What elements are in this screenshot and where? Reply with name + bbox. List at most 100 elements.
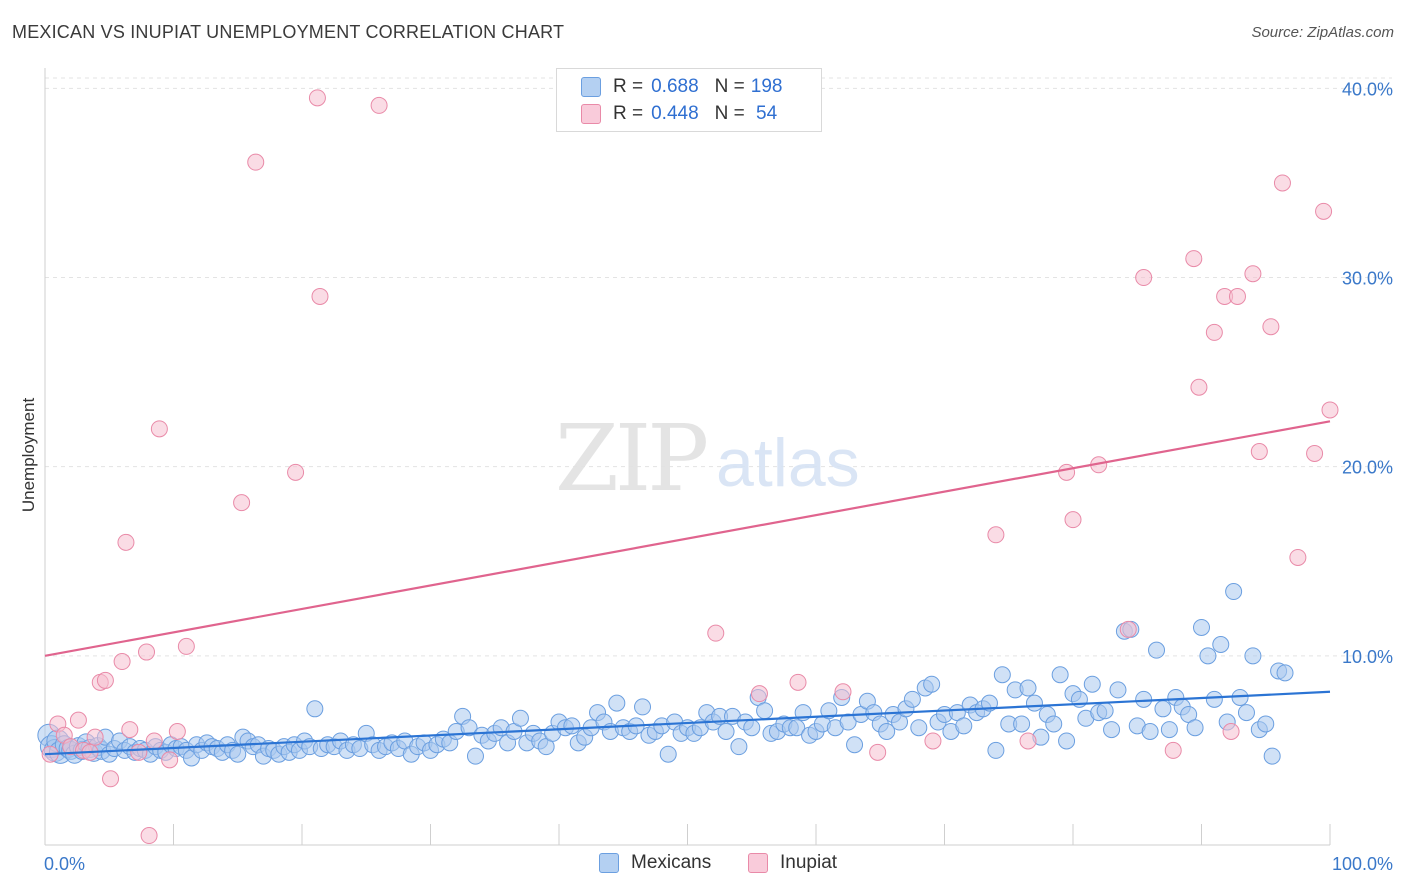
mexicans-n-value: 198	[750, 76, 783, 97]
mexicans-point	[608, 694, 626, 712]
inupiat-point	[1306, 444, 1324, 462]
axes	[44, 68, 1331, 846]
inupiat-point	[233, 494, 251, 512]
mexicans-point	[1212, 635, 1230, 653]
inupiat-point	[1228, 287, 1246, 305]
mexicans-point	[987, 741, 1005, 759]
mexicans-point	[820, 702, 838, 720]
mexicans-point	[634, 698, 652, 716]
mexicans-point	[1154, 700, 1172, 718]
inupiat-r-label: R =	[613, 103, 644, 124]
inupiat-point	[150, 420, 168, 438]
mexicans-point	[1109, 681, 1127, 699]
inupiat-point	[707, 624, 725, 642]
bottom-inupiat-swatch	[748, 853, 768, 873]
y-tick-label: 10.0%	[1342, 647, 1393, 667]
mexicans-point	[903, 690, 921, 708]
inupiat-point	[1289, 548, 1307, 566]
legend-row-inupiat: R = 0.448 N = 54	[581, 102, 777, 126]
inupiat-point	[247, 153, 265, 171]
inupiat-point	[145, 732, 163, 750]
source-label: Source: ZipAtlas.com	[1251, 24, 1394, 41]
mexicans-point	[1276, 664, 1294, 682]
mexicans-point	[1160, 721, 1178, 739]
bottom-legend-mexicans[interactable]: Mexicans	[599, 852, 711, 874]
mexicans-point	[229, 745, 247, 763]
inupiat-point	[924, 732, 942, 750]
bottom-mexicans-swatch	[599, 853, 619, 873]
inupiat-point	[1222, 723, 1240, 741]
inupiat-point	[138, 643, 156, 661]
mexicans-point	[993, 666, 1011, 684]
inupiat-point	[311, 287, 329, 305]
bottom-legend-inupiat[interactable]: Inupiat	[748, 852, 837, 874]
watermark-atlas: atlas	[716, 425, 860, 501]
mexicans-point	[466, 747, 484, 765]
mexicans-point	[1199, 647, 1217, 665]
mexicans-point	[1257, 715, 1275, 733]
mexicans-point	[788, 719, 806, 737]
mexicans-point	[910, 719, 928, 737]
inupiat-points	[41, 89, 1339, 845]
inupiat-point	[121, 721, 139, 739]
inupiat-point	[161, 751, 179, 769]
y-tick-label: 40.0%	[1342, 79, 1393, 99]
inupiat-point	[1321, 401, 1339, 419]
inupiat-point	[869, 743, 887, 761]
inupiat-point	[1119, 620, 1137, 638]
y-tick-label: 20.0%	[1342, 458, 1393, 478]
mexicans-point	[1148, 641, 1166, 659]
inupiat-swatch	[581, 104, 601, 124]
inupiat-point	[308, 89, 326, 107]
inupiat-point	[1064, 511, 1082, 529]
mexicans-r-value: 0.688	[651, 76, 699, 97]
inupiat-point	[1273, 174, 1291, 192]
mexicans-point	[1135, 690, 1153, 708]
mexicans-n-label: N =	[714, 76, 745, 97]
mexicans-point	[955, 717, 973, 735]
mexicans-point	[730, 738, 748, 756]
mexicans-point	[511, 709, 529, 727]
mexicans-point	[1205, 690, 1223, 708]
mexicans-point	[743, 719, 761, 737]
inupiat-point	[96, 671, 114, 689]
inupiat-point	[1190, 378, 1208, 396]
x-tick-label: 0.0%	[44, 854, 85, 874]
mexicans-point	[1025, 694, 1043, 712]
mexicans-point	[1045, 715, 1063, 733]
mexicans-point	[1013, 715, 1031, 733]
inupiat-point	[370, 96, 388, 114]
inupiat-point	[113, 653, 131, 671]
mexicans-point	[839, 713, 857, 731]
inupiat-point	[168, 723, 186, 741]
mexicans-point	[563, 717, 581, 735]
inupiat-point	[789, 673, 807, 691]
watermark: ZIP atlas	[555, 405, 860, 512]
bottom-legend: Mexicans Inupiat	[0, 852, 1406, 878]
inupiat-point	[69, 711, 87, 729]
inupiat-point	[1262, 318, 1280, 336]
inupiat-point	[1058, 463, 1076, 481]
mexicans-point	[1051, 666, 1069, 684]
inupiat-point	[834, 683, 852, 701]
mexicans-point	[756, 702, 774, 720]
mexicans-point	[1083, 675, 1101, 693]
inupiat-point	[1315, 202, 1333, 220]
mexicans-point	[659, 745, 677, 763]
trend-lines	[44, 420, 1331, 756]
mexicans-points	[37, 583, 1294, 767]
inupiat-point	[1205, 323, 1223, 341]
inupiat-point	[1250, 443, 1268, 461]
watermark-zip: ZIP	[555, 405, 706, 512]
mexicans-point	[1141, 723, 1159, 741]
mexicans-trend-line	[44, 690, 1331, 756]
inupiat-point	[130, 743, 148, 761]
inupiat-point	[1164, 741, 1182, 759]
mexicans-point	[1186, 719, 1204, 737]
mexicans-r-label: R =	[613, 76, 644, 97]
inupiat-point	[1185, 250, 1203, 268]
mexicans-point	[460, 719, 478, 737]
mexicans-point	[1225, 583, 1243, 601]
inupiat-n-value: 54	[750, 103, 778, 124]
